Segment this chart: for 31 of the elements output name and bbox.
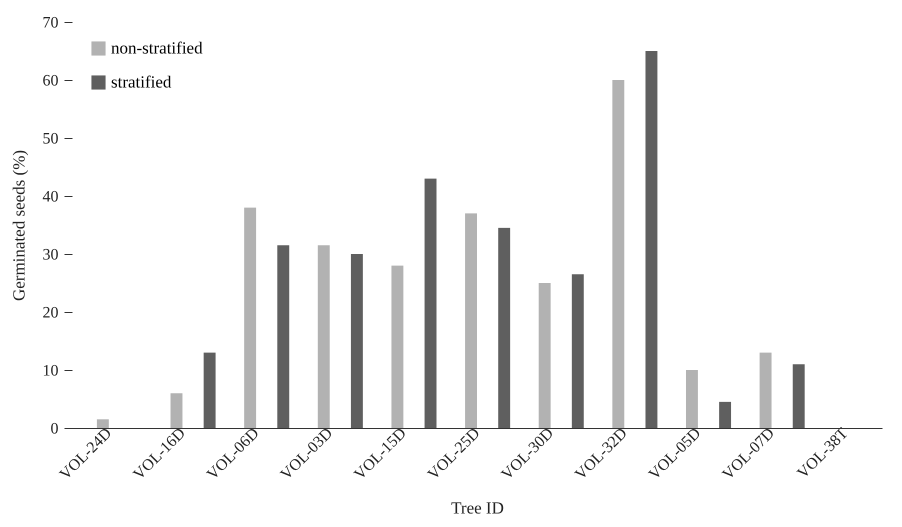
bar [498, 228, 510, 428]
bar [760, 352, 772, 428]
legend-label: stratified [111, 72, 172, 92]
bar [318, 245, 330, 428]
y-tick-label: 30 [42, 246, 58, 264]
y-tick-label: 10 [42, 362, 58, 380]
bar [645, 51, 658, 428]
y-tick-label: 40 [42, 188, 58, 206]
bar [612, 80, 624, 428]
y-tick-label: 20 [42, 304, 58, 322]
bar [465, 213, 477, 428]
bar [538, 283, 551, 428]
y-tick-label: 50 [42, 130, 58, 148]
bar [424, 178, 436, 428]
bar [792, 364, 805, 428]
bar [96, 419, 109, 428]
bar [391, 266, 404, 428]
y-tick-label: 60 [42, 72, 58, 90]
bar [170, 393, 182, 428]
y-axis-title: Germinated seeds (%) [10, 150, 28, 302]
bar [204, 352, 216, 428]
y-tick-label: 0 [50, 420, 58, 438]
y-tick-label: 70 [42, 14, 58, 32]
x-axis-title: Tree ID [451, 498, 504, 518]
bar [686, 370, 698, 428]
bar [277, 245, 290, 428]
bar [350, 254, 363, 428]
legend-label: non-stratified [111, 38, 204, 58]
bar [572, 274, 584, 428]
bar [719, 402, 732, 428]
bar [244, 208, 256, 428]
